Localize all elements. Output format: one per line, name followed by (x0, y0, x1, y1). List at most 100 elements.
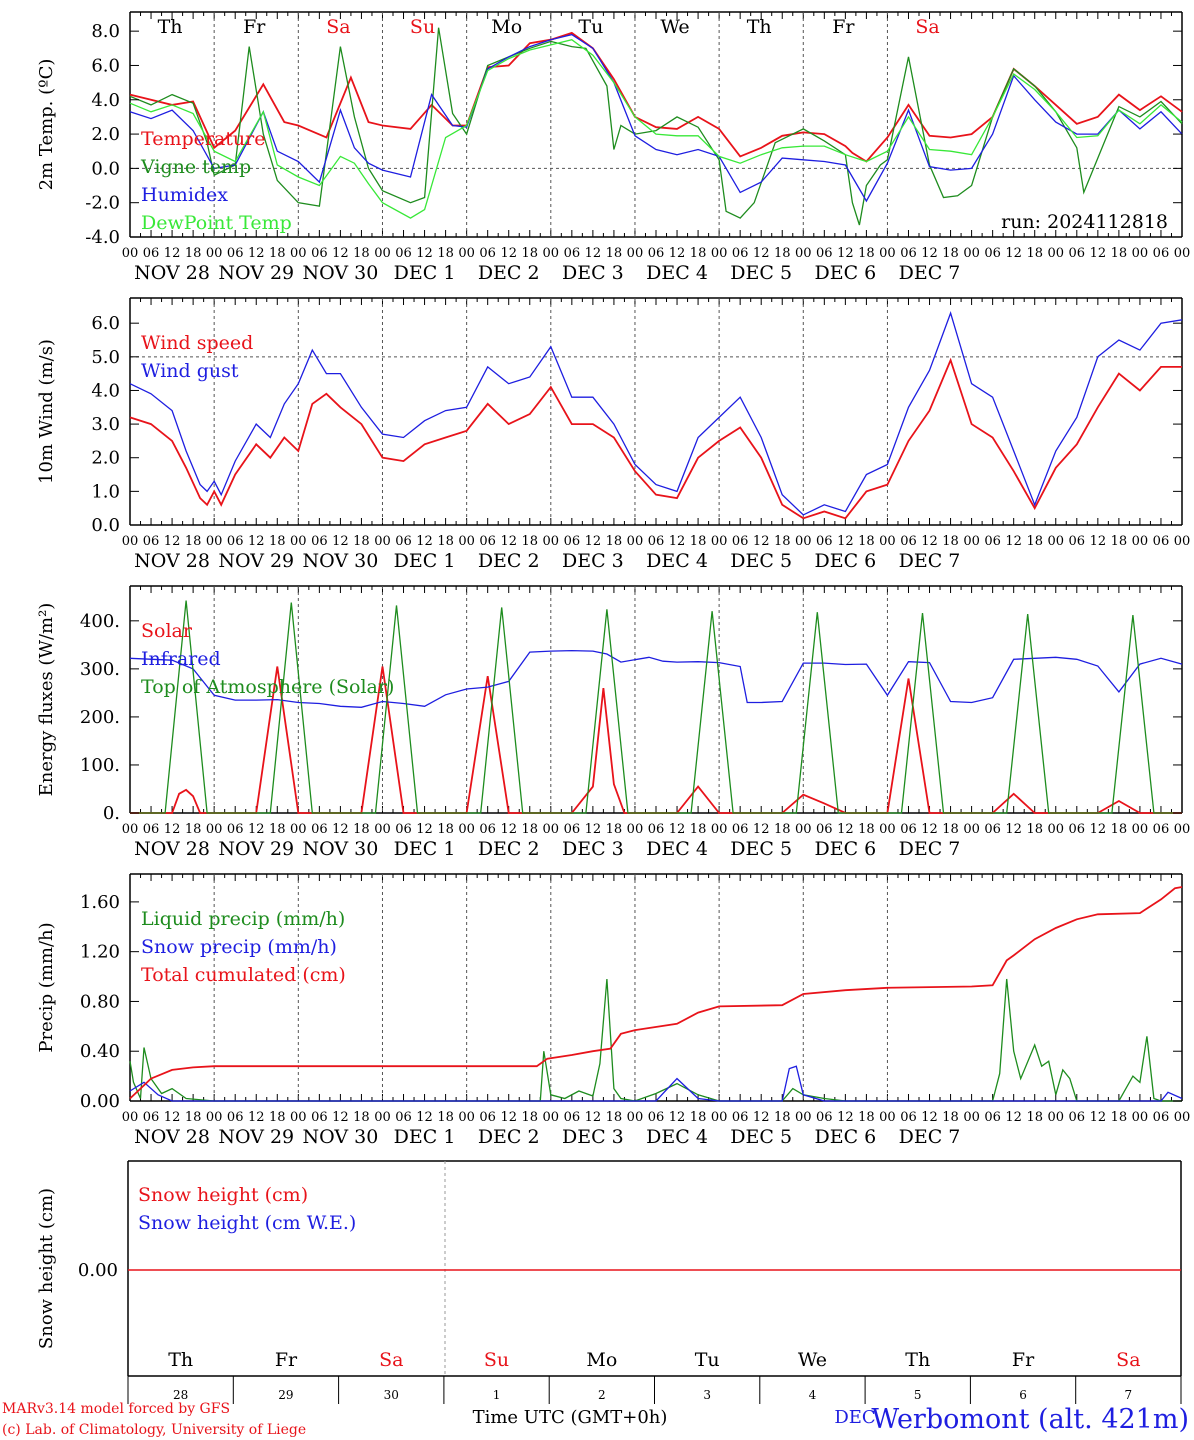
hour-tick-label: 18 (437, 822, 454, 837)
legend-entry: Wind speed (141, 332, 253, 354)
date-label: DEC 1 (394, 262, 456, 284)
date-label: DEC 3 (562, 550, 624, 572)
station-label: Werbomont (alt. 421m) (871, 1404, 1189, 1435)
date-label: NOV 28 (134, 262, 210, 284)
model-credit: MARv3.14 model forced by GFS (2, 1401, 230, 1417)
hour-tick-label: 06 (564, 246, 581, 261)
hour-tick-label: 18 (353, 246, 370, 261)
day-number-label: 28 (173, 1388, 188, 1402)
hour-tick-label: 12 (1005, 1110, 1022, 1125)
date-label: DEC 5 (730, 838, 792, 860)
y-axis-title: Precip (mm/h) (36, 922, 57, 1052)
day-number-label: 1 (493, 1388, 501, 1402)
y-tick-label: 100. (80, 755, 120, 776)
hour-tick-label: 06 (1153, 1110, 1170, 1125)
y-tick-label: 0.0 (91, 515, 120, 536)
date-label: DEC 5 (730, 550, 792, 572)
hour-tick-label: 12 (1090, 534, 1107, 549)
hour-tick-label: 06 (900, 1110, 917, 1125)
hour-tick-label: 00 (795, 822, 812, 837)
hour-tick-label: 06 (648, 246, 665, 261)
hour-tick-label: 06 (984, 1110, 1001, 1125)
hour-tick-label: 00 (711, 822, 728, 837)
date-label: DEC 2 (478, 550, 540, 572)
hour-tick-label: 06 (1069, 534, 1086, 549)
y-tick-label: 6.0 (91, 55, 120, 76)
hour-tick-label: 00 (1047, 1110, 1064, 1125)
date-label: DEC 6 (814, 550, 876, 572)
hour-tick-label: 00 (290, 534, 307, 549)
hour-tick-label: 12 (1090, 1110, 1107, 1125)
hour-tick-label: 06 (1069, 246, 1086, 261)
legend-entry: Solar (141, 620, 193, 642)
hour-tick-label: 12 (500, 1110, 517, 1125)
hour-tick-label: 12 (248, 1110, 265, 1125)
hour-tick-label: 18 (942, 822, 959, 837)
hour-tick-label: 18 (437, 246, 454, 261)
hour-tick-label: 06 (1153, 534, 1170, 549)
hour-tick-label: 06 (227, 246, 244, 261)
hour-tick-label: 00 (1174, 1110, 1191, 1125)
hour-tick-label: 00 (374, 534, 391, 549)
hour-tick-label: 12 (248, 822, 265, 837)
hour-tick-label: 00 (711, 246, 728, 261)
hour-tick-label: 12 (753, 1110, 770, 1125)
hour-tick-label: 06 (648, 822, 665, 837)
series-line (129, 649, 1183, 708)
series-line (129, 886, 1183, 1100)
chart-panel: 0.00 0.40 0.80 1.20 1.60 Precip (mm/h) 00 06 12 1… (36, 873, 1191, 1148)
hour-tick-label: 06 (816, 534, 833, 549)
copyright: (c) Lab. of Climatology, University of L… (2, 1422, 306, 1438)
hour-tick-label: 12 (753, 246, 770, 261)
y-tick-label: 200. (80, 707, 120, 728)
y-tick-label: 1.60 (80, 892, 120, 913)
weekday-label: Fr (1012, 1349, 1035, 1371)
date-label: DEC 7 (899, 262, 961, 284)
hour-tick-label: 00 (1047, 246, 1064, 261)
hour-tick-label: 06 (1069, 1110, 1086, 1125)
day-number-label: 30 (384, 1388, 399, 1402)
hour-tick-label: 18 (1111, 1110, 1128, 1125)
y-tick-label: 0.00 (80, 1091, 120, 1112)
y-axis-title: 2m Temp. (ºC) (36, 59, 57, 191)
hour-tick-label: 12 (164, 534, 181, 549)
hour-tick-label: 00 (1132, 246, 1149, 261)
date-label: DEC 5 (730, 1126, 792, 1148)
hour-tick-label: 00 (795, 1110, 812, 1125)
hour-tick-label: 06 (648, 1110, 665, 1125)
hour-tick-label: 00 (374, 1110, 391, 1125)
chart-panel: -4.0 -2.0 0.0 2.0 4.0 6.0 8.0 2m Temp. (ºC) 00 06… (36, 11, 1190, 284)
hour-tick-label: 00 (1174, 534, 1191, 549)
y-tick-label: 2.0 (91, 124, 120, 145)
hour-tick-label: 12 (753, 534, 770, 549)
hour-tick-label: 18 (353, 534, 370, 549)
y-tick-label: 0.00 (78, 1260, 118, 1281)
legend-entry: Infrared (141, 648, 221, 670)
hour-tick-label: 00 (543, 246, 560, 261)
hour-tick-label: 18 (1026, 246, 1043, 261)
weekday-label: Sa (1116, 1349, 1140, 1371)
hour-tick-label: 18 (690, 1110, 707, 1125)
date-label: NOV 29 (218, 262, 294, 284)
hour-tick-label: 00 (627, 534, 644, 549)
hour-tick-label: 06 (1153, 246, 1170, 261)
hour-tick-label: 06 (984, 822, 1001, 837)
date-label: DEC 4 (646, 262, 708, 284)
y-axis-title: 10m Wind (m/s) (36, 339, 57, 484)
y-tick-label: 3.0 (91, 414, 120, 435)
weekday-label: We (660, 16, 689, 38)
day-number-label: 4 (809, 1388, 817, 1402)
hour-tick-label: 12 (332, 246, 349, 261)
hour-tick-label: 00 (206, 822, 223, 837)
hour-tick-label: 00 (122, 534, 139, 549)
hour-tick-label: 18 (353, 822, 370, 837)
hour-tick-label: 18 (942, 534, 959, 549)
hour-tick-label: 00 (206, 534, 223, 549)
hour-tick-label: 18 (269, 822, 286, 837)
hour-tick-label: 12 (416, 246, 433, 261)
hour-tick-label: 18 (606, 534, 623, 549)
day-number-label: 7 (1125, 1388, 1133, 1402)
hour-tick-label: 18 (437, 1110, 454, 1125)
y-tick-label: 300. (80, 659, 120, 680)
hour-tick-label: 12 (669, 1110, 686, 1125)
